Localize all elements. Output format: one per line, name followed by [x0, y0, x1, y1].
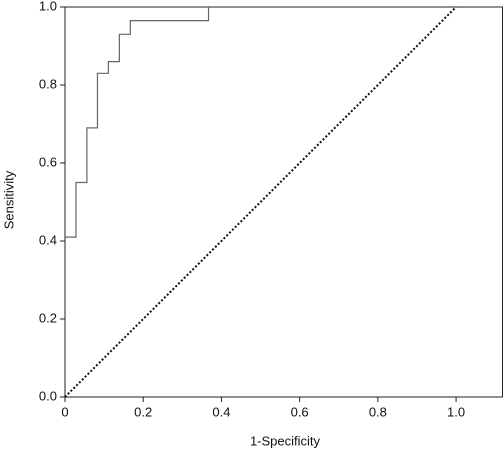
y-tick-label: 0.4: [39, 232, 57, 247]
y-tick-label: 0.8: [39, 76, 57, 91]
x-tick-label: 0.6: [291, 404, 309, 419]
series-line: [64, 6, 457, 398]
x-tick-label: 1.0: [447, 404, 465, 419]
y-tick-label: 0.2: [39, 310, 57, 325]
x-tick-label: 0: [61, 404, 68, 419]
series-line: [65, 7, 210, 238]
y-tick-label: 1.0: [39, 0, 57, 13]
plot-frame: [64, 6, 503, 398]
x-tick-label: 0.8: [369, 404, 387, 419]
x-tick-label: 0.2: [134, 404, 152, 419]
x-axis-title: 1-Specificity: [250, 433, 321, 448]
y-tick-label: 0.0: [39, 388, 57, 403]
y-tick-label: 0.6: [39, 154, 57, 169]
x-tick-label: 0.4: [212, 404, 230, 419]
y-axis-title: Sensitivity: [1, 170, 16, 229]
